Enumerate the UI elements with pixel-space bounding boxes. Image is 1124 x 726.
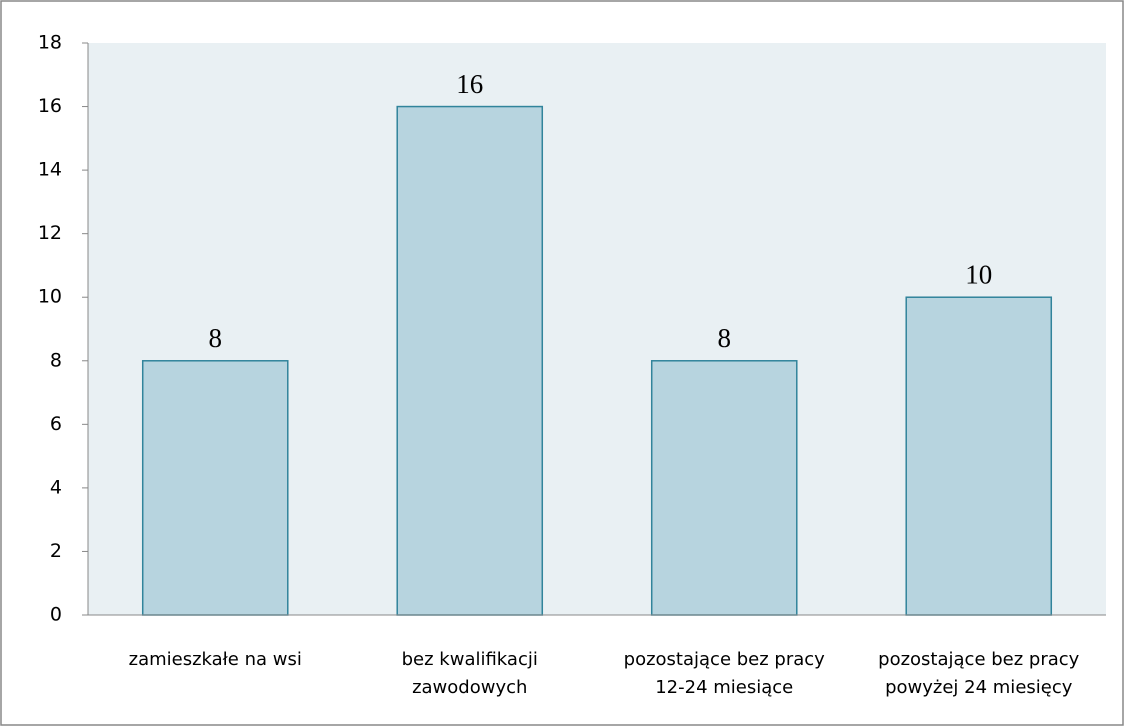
value-label: 16 (456, 69, 483, 99)
y-tick-label: 16 (38, 95, 62, 117)
x-tick-label: bez kwalifikacji zawodowych (401, 649, 538, 698)
bar (905, 296, 1053, 616)
y-tick-label: 4 (50, 476, 62, 498)
value-label: 8 (209, 323, 223, 353)
x-tick-label: pozostające bez pracy powyżej 24 miesięc… (878, 649, 1080, 698)
bar (396, 105, 544, 616)
y-tick-label: 14 (38, 159, 62, 181)
y-tick-label: 0 (50, 604, 62, 626)
y-tick-label: 10 (38, 286, 62, 308)
y-tick-label: 18 (38, 32, 62, 54)
x-tick-label: pozostające bez pracy 12-24 miesiące (623, 649, 825, 698)
value-label: 8 (718, 323, 732, 353)
y-tick-label: 12 (38, 222, 62, 244)
value-label: 10 (965, 259, 992, 289)
x-tick-label: zamieszkałe na wsi (128, 649, 302, 670)
y-tick-label: 6 (50, 413, 62, 435)
y-tick-label: 2 (50, 540, 62, 562)
bar (141, 360, 289, 616)
bar (650, 360, 798, 616)
y-tick-label: 8 (50, 349, 62, 371)
